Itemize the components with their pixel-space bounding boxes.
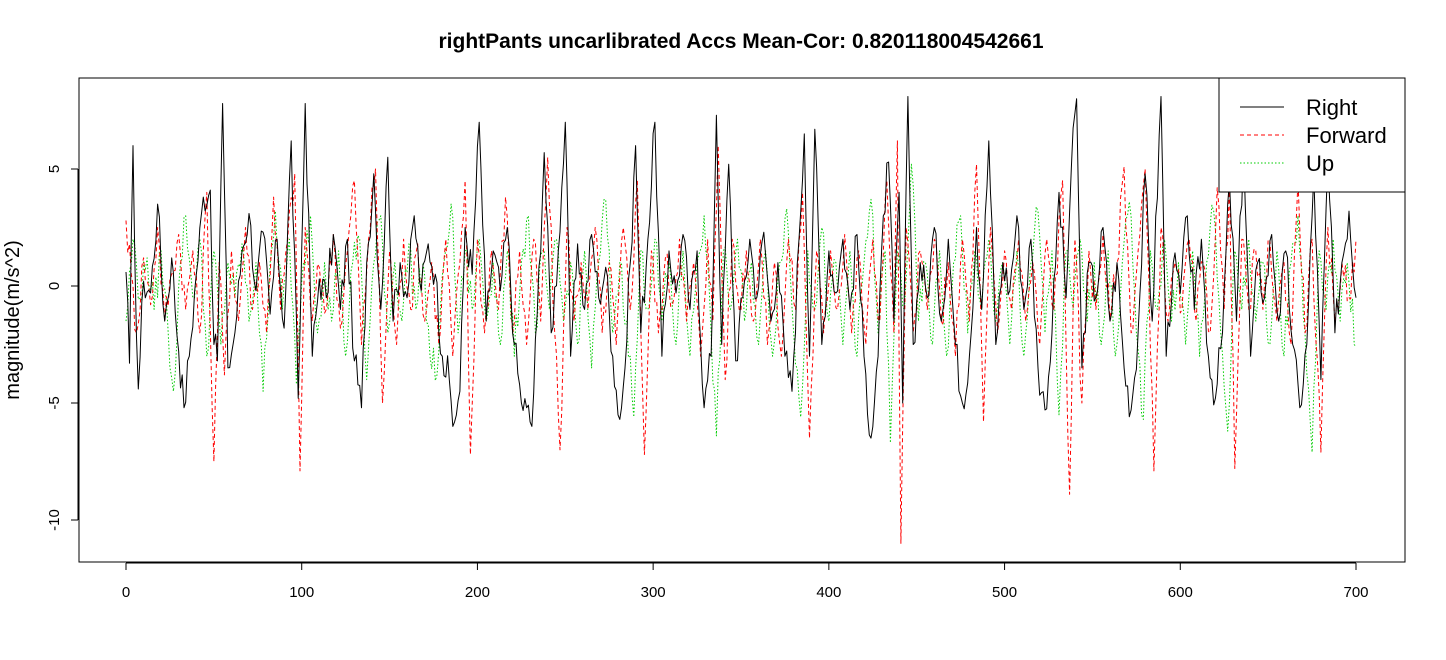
- series-line-forward: [125, 140, 1357, 544]
- x-tick-label: 600: [1168, 584, 1193, 601]
- x-tick-label: 200: [465, 584, 490, 601]
- y-tick-label: 0: [46, 282, 63, 290]
- y-tick-label: -10: [46, 509, 63, 531]
- legend-label-forward: Forward: [1306, 123, 1387, 148]
- x-tick-label: 0: [122, 584, 130, 601]
- series-line-right: [125, 96, 1357, 439]
- plot-frame: [78, 77, 1406, 563]
- legend: Right Forward Up: [1218, 77, 1406, 193]
- x-tick-label: 300: [641, 584, 666, 601]
- series-line-up: [125, 163, 1357, 453]
- x-tick-label: 700: [1343, 584, 1368, 601]
- y-axis-label: magnitude(m/s^2): [2, 240, 24, 399]
- x-tick-label: 500: [992, 584, 1017, 601]
- y-tick-label: -5: [46, 396, 63, 409]
- chart-title: rightPants uncarlibrated Accs Mean-Cor: …: [438, 30, 1043, 53]
- x-tick-label: 400: [816, 584, 841, 601]
- legend-label-up: Up: [1306, 151, 1334, 176]
- x-axis: 0 100 200 300 400 500 600 700: [122, 562, 1369, 601]
- x-tick-label: 100: [289, 584, 314, 601]
- y-axis: -10 -5 0 5: [46, 165, 79, 531]
- legend-label-right: Right: [1306, 95, 1357, 120]
- series-layer: [125, 96, 1357, 544]
- y-tick-label: 5: [46, 165, 63, 173]
